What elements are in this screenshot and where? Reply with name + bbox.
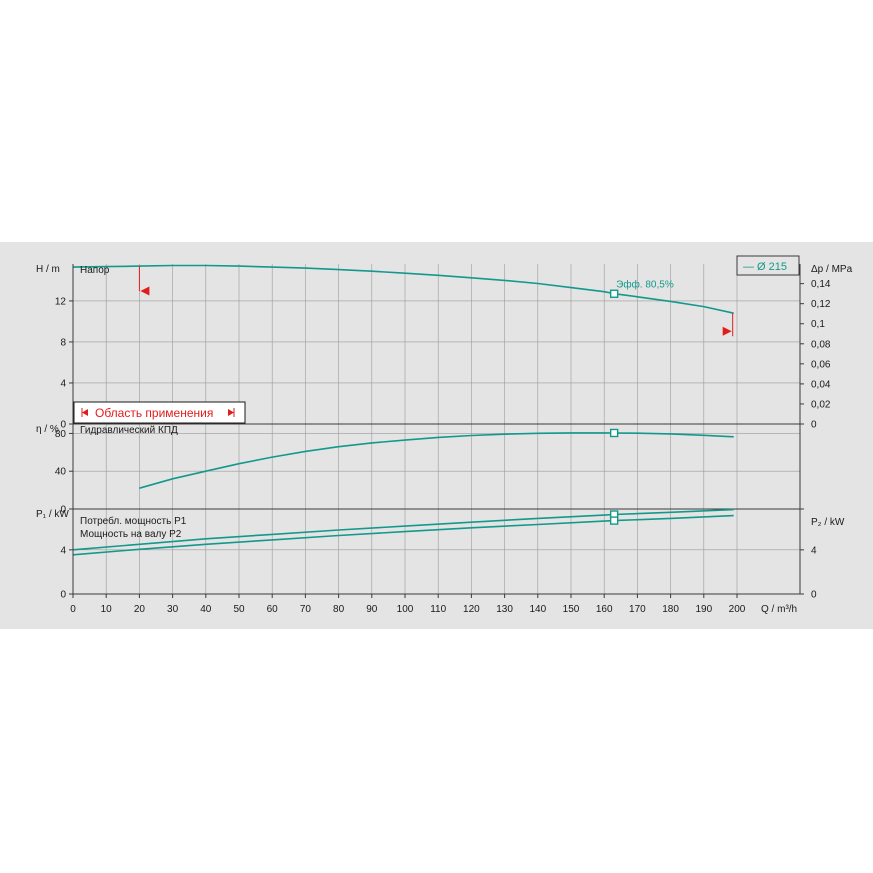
legend-label: — Ø 215 [743,261,787,273]
y-right-tick-label: 0,12 [811,299,831,310]
y-tick-label: 8 [60,337,66,348]
x-tick-label: 30 [167,604,179,615]
series-line-efficiency-0 [139,432,734,489]
y-right-tick-label: 0,08 [811,339,831,350]
series-line-power-0 [72,508,734,551]
duty-point-marker [609,516,619,525]
x-tick-label: 150 [563,604,580,615]
y-tick-label: 0 [60,420,66,431]
x-tick-label: 120 [463,604,480,615]
range-label-right-arrow [228,409,234,416]
range-min-arrow [140,286,150,296]
legend-box [736,255,800,276]
x-tick-label: 110 [430,604,446,615]
y-tick-label: 80 [55,429,67,440]
x-tick-label: 40 [200,604,212,615]
x-tick-label: 160 [596,604,613,615]
x-tick-label: 200 [729,604,746,615]
range-label-box [73,401,246,424]
series-line-head-0 [72,264,734,314]
x-tick-label: 70 [300,604,312,615]
y-right-axis-title: Δp / MPa [811,264,853,275]
x-tick-label: 170 [629,604,646,615]
y-right-tick-label: 4 [811,545,817,556]
y-tick-label: 0 [60,505,66,516]
x-tick-label: 180 [662,604,679,615]
y-axis-title: P₁ / kW [36,509,69,520]
y-right-tick-label: 0,1 [811,319,825,330]
x-tick-label: 100 [397,604,414,615]
y-tick-label: 4 [60,378,66,389]
x-tick-label: 190 [695,604,712,615]
x-tick-label: 130 [496,604,513,615]
y-tick-label: 4 [60,545,66,556]
range-label-text: Область применения [95,406,213,420]
series-label: Потребл. мощность P1 [80,515,187,527]
y-right-tick-label: 0,04 [811,379,831,390]
range-label-left-arrow [82,409,88,416]
range-max-arrow [722,326,732,336]
y-right-tick-label: 0,02 [811,399,831,410]
y-axis-title: η / % [36,424,59,435]
duty-point-marker [609,428,619,438]
duty-point-marker [609,289,619,298]
efficiency-annotation: Эфф. 80,5% [616,279,674,291]
x-tick-label: 60 [267,604,279,615]
x-tick-label: 80 [333,604,345,615]
y-right-tick-label: 0 [811,590,817,601]
x-tick-label: 0 [70,604,76,615]
y-tick-label: 0 [60,590,66,601]
x-tick-label: 90 [366,604,378,615]
series-label: Мощность на валу P2 [80,529,182,540]
x-tick-label: 20 [134,604,146,615]
y-right-tick-label: 0,14 [811,279,831,290]
x-axis-title: Q / m³/h [761,604,797,615]
y-right-axis-title: P₂ / kW [811,517,845,528]
series-line-power-1 [72,514,734,556]
y-tick-label: 12 [55,296,67,307]
x-tick-label: 10 [101,604,113,615]
y-tick-label: 40 [55,467,67,478]
y-axis-title: H / m [36,264,60,275]
x-tick-label: 50 [233,604,245,615]
y-right-tick-label: 0,06 [811,359,831,370]
x-tick-label: 140 [529,604,546,615]
pump-curve-chart: 0 4 8 12 0 0,02 0,04 0,06 0,08 0,1 0,12 0,14 H / m Δp… [0,242,873,629]
panel-title: Гидравлический КПД [80,425,178,436]
y-right-tick-label: 0 [811,420,817,431]
panel-title: Напор [80,265,110,276]
